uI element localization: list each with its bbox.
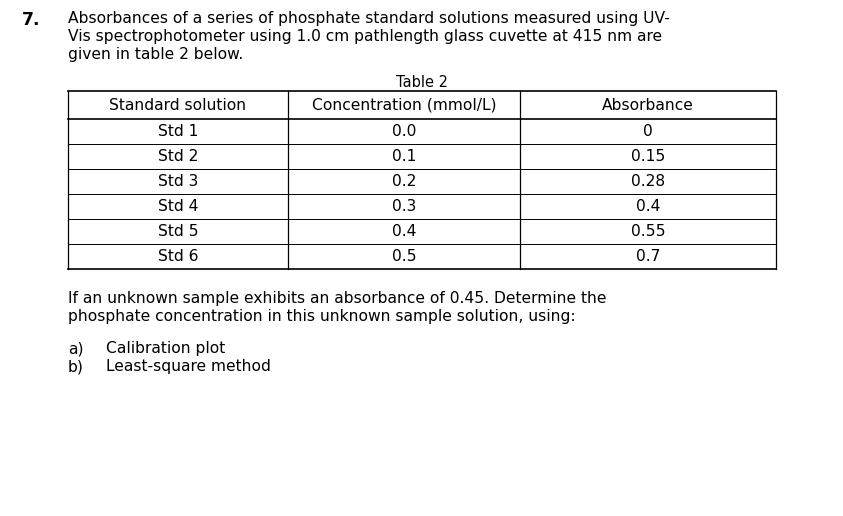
Text: Vis spectrophotometer using 1.0 cm pathlength glass cuvette at 415 nm are: Vis spectrophotometer using 1.0 cm pathl… <box>68 29 662 44</box>
Text: Std 2: Std 2 <box>158 149 198 164</box>
Text: 0.4: 0.4 <box>392 224 416 239</box>
Text: 0.5: 0.5 <box>392 249 416 264</box>
Text: 0.28: 0.28 <box>631 174 665 189</box>
Text: Absorbance: Absorbance <box>602 98 694 112</box>
Text: 0.0: 0.0 <box>392 124 416 139</box>
Text: given in table 2 below.: given in table 2 below. <box>68 47 244 62</box>
Text: 0.15: 0.15 <box>631 149 665 164</box>
Text: 7.: 7. <box>22 11 40 29</box>
Text: Absorbances of a series of phosphate standard solutions measured using UV-: Absorbances of a series of phosphate sta… <box>68 11 670 26</box>
Text: 0.7: 0.7 <box>636 249 660 264</box>
Text: Table 2: Table 2 <box>396 75 448 90</box>
Text: Std 4: Std 4 <box>158 199 198 214</box>
Text: 0.1: 0.1 <box>392 149 416 164</box>
Text: 0.2: 0.2 <box>392 174 416 189</box>
Text: 0: 0 <box>643 124 652 139</box>
Text: Std 6: Std 6 <box>158 249 198 264</box>
Text: If an unknown sample exhibits an absorbance of 0.45. Determine the: If an unknown sample exhibits an absorba… <box>68 291 606 306</box>
Text: Std 1: Std 1 <box>158 124 198 139</box>
Text: 0.3: 0.3 <box>392 199 416 214</box>
Text: Std 3: Std 3 <box>158 174 198 189</box>
Text: Calibration plot: Calibration plot <box>106 341 225 356</box>
Text: 0.4: 0.4 <box>636 199 660 214</box>
Text: Concentration (mmol/L): Concentration (mmol/L) <box>312 98 497 112</box>
Text: a): a) <box>68 341 83 356</box>
Text: phosphate concentration in this unknown sample solution, using:: phosphate concentration in this unknown … <box>68 309 576 324</box>
Text: Standard solution: Standard solution <box>110 98 246 112</box>
Text: b): b) <box>68 359 83 374</box>
Text: Least-square method: Least-square method <box>106 359 271 374</box>
Text: 0.55: 0.55 <box>631 224 665 239</box>
Text: Std 5: Std 5 <box>158 224 198 239</box>
